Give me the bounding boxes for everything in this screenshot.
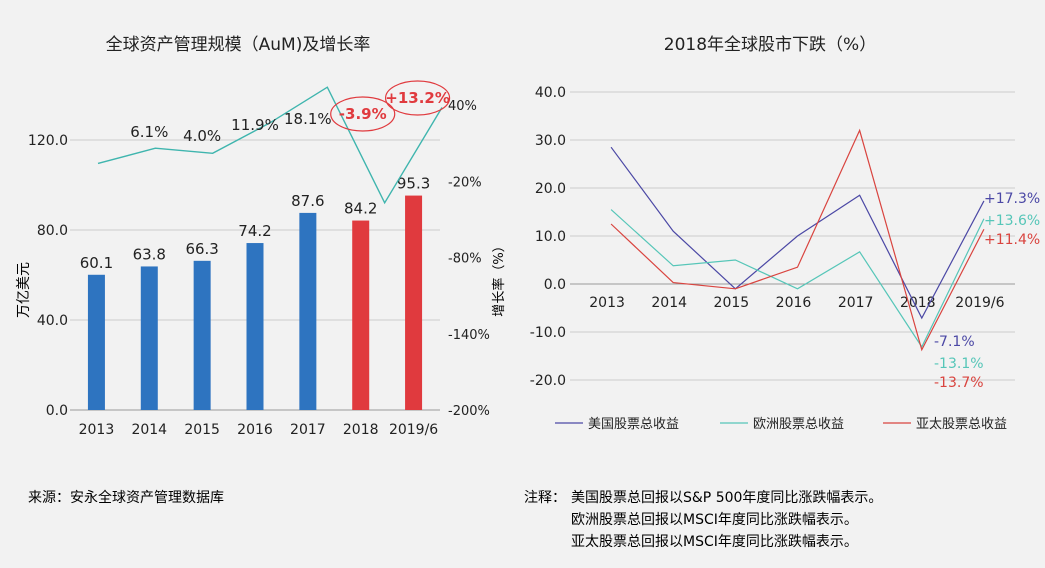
left-y-tick-label: 0.0: [46, 403, 68, 419]
left-y2-tick-label: -80%: [448, 252, 482, 267]
aum-bar-label: 60.1: [80, 254, 113, 272]
growth-rate-label: 6.1%: [130, 123, 168, 141]
left-x-tick-label: 2013: [79, 422, 115, 438]
aum-bar-label: 95.3: [397, 175, 430, 193]
left-y-tick-label: 120.0: [28, 133, 68, 149]
growth-rate-label: +13.2%: [385, 89, 450, 107]
right-y-axis-ticks: -20.0 -10.0 0.0 10.0 20.0 30.0 40.0: [530, 85, 566, 389]
left-y2-tick-label: -140%: [448, 328, 490, 343]
right-y-tick-label: 40.0: [535, 85, 566, 101]
series-end-label: +17.3%: [984, 191, 1040, 207]
aum-bar: [140, 266, 158, 410]
note-line-2: 欧洲股票总回报以MSCI年度同比涨跌幅表示。: [571, 512, 858, 528]
aum-bar: [405, 195, 423, 410]
left-x-tick-label: 2018: [343, 422, 379, 438]
right-x-axis-ticks: 2013 2014 2015 2016 2017 2018 2019/6: [589, 295, 1004, 311]
aum-bar-label: 87.6: [291, 192, 324, 210]
series-line: [610, 146, 985, 320]
growth-rate-label: 11.9%: [231, 116, 279, 134]
growth-rate-line: [97, 86, 443, 205]
aum-bar: [246, 243, 264, 410]
right-series-lines: [610, 128, 985, 352]
left-y2-tick-label: -200%: [448, 404, 490, 419]
left-chart-title: 全球资产管理规模（AuM)及增长率: [106, 35, 371, 55]
aum-bar-label: 63.8: [133, 245, 166, 263]
right-y-tick-label: 30.0: [535, 133, 566, 149]
left-y2-tick-label: 40%: [448, 99, 477, 114]
right-chart-title: 2018年全球股市下跌（%）: [664, 35, 876, 55]
right-y-tick-label: 0.0: [544, 277, 566, 293]
growth-rate-label: 18.1%: [284, 110, 332, 128]
aum-bar: [193, 260, 211, 410]
left-y2-axis-label: 增长率（%）: [491, 239, 507, 316]
right-y-tick-label: -20.0: [530, 373, 566, 389]
right-x-tick-label: 2015: [714, 295, 750, 311]
note-line-1: 美国股票总回报以S&P 500年度同比涨跌幅表示。: [571, 490, 882, 506]
growth-label-circle: [330, 96, 396, 132]
note-line-3: 亚太股票总回报以MSCI年度同比涨跌幅表示。: [571, 534, 858, 550]
growth-rate-labels: 6.1% 4.0% 11.9% 18.1% -3.9%+13.2%: [130, 80, 451, 145]
legend-label: 欧洲股票总收益: [753, 417, 844, 432]
left-x-tick-label: 2019/6: [389, 422, 438, 438]
series-end-label: +11.4%: [984, 232, 1040, 248]
series-end-label: +13.6%: [984, 213, 1040, 229]
left-x-axis-ticks: 2013 2014 2015 2016 2017 2018 2019/6: [79, 422, 439, 438]
left-x-tick-label: 2017: [290, 422, 326, 438]
right-y-tick-label: -10.0: [530, 325, 566, 341]
right-low-labels: -7.1% -13.1% -13.7%: [934, 334, 984, 391]
right-gridlines: [570, 91, 1015, 381]
right-x-tick-label: 2017: [838, 295, 874, 311]
growth-label-circle: [384, 80, 451, 116]
aum-bar-label: 66.3: [185, 240, 218, 258]
right-end-labels: +17.3% +13.6% +11.4%: [984, 191, 1040, 248]
left-x-tick-label: 2015: [184, 422, 220, 438]
right-x-tick-label: 2019/6: [955, 295, 1004, 311]
left-y-tick-label: 40.0: [37, 313, 68, 329]
right-y-tick-label: 20.0: [535, 181, 566, 197]
series-low-label: -13.1%: [934, 356, 984, 372]
aum-bar-label: 84.2: [344, 200, 377, 218]
series-line: [610, 128, 985, 352]
aum-bar: [299, 212, 317, 410]
left-y2-tick-label: -20%: [448, 175, 482, 190]
right-y-tick-label: 10.0: [535, 229, 566, 245]
left-y2-axis-ticks: -200% -140% -80% -20% 40%: [448, 99, 490, 419]
aum-bar-label: 74.2: [238, 222, 271, 240]
left-y-axis-ticks: 0.0 40.0 80.0 120.0: [28, 133, 68, 419]
right-x-tick-label: 2014: [651, 295, 687, 311]
legend-label: 美国股票总收益: [588, 417, 679, 432]
left-x-tick-label: 2014: [131, 422, 167, 438]
left-x-tick-label: 2016: [237, 422, 273, 438]
source-text: 来源：安永全球资产管理数据库: [28, 489, 224, 506]
left-bars: [87, 195, 423, 410]
left-bar-labels: 60.1 63.8 66.3 74.2 87.6 84.2 95.3: [80, 175, 431, 272]
series-low-label: -7.1%: [934, 334, 975, 350]
growth-rate-label: 4.0%: [183, 127, 221, 145]
series-low-label: -13.7%: [934, 375, 984, 391]
left-y-tick-label: 80.0: [37, 223, 68, 239]
growth-rate-label: -3.9%: [339, 105, 387, 123]
note-label: 注释：: [524, 490, 566, 506]
right-x-tick-label: 2016: [776, 295, 812, 311]
right-legend: 美国股票总收益 欧洲股票总收益 亚太股票总收益: [555, 417, 1007, 432]
right-x-tick-label: 2018: [900, 295, 936, 311]
aum-bar: [352, 220, 370, 410]
right-x-tick-label: 2013: [589, 295, 625, 311]
legend-label: 亚太股票总收益: [916, 417, 1007, 432]
aum-bar: [87, 274, 105, 410]
series-line: [610, 209, 985, 349]
left-y-axis-label: 万亿美元: [16, 262, 32, 318]
